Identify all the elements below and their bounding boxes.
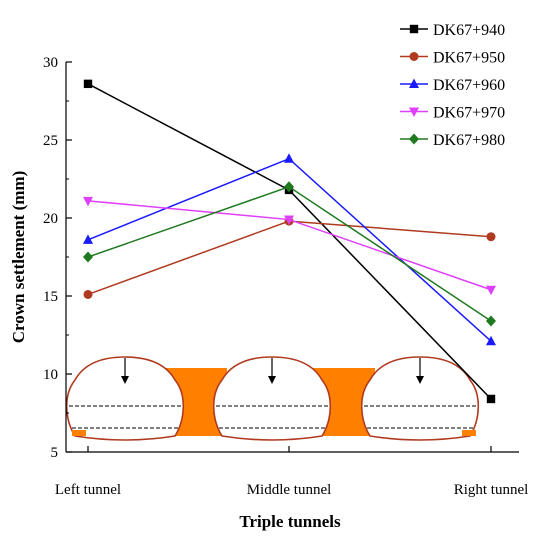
legend: DK67+940 DK67+950 DK67+960 DK67+970 DK67+980 (400, 22, 505, 149)
legend-label: DK67+940 (433, 22, 505, 39)
y-axis-title: Crown settlement (mm) (9, 171, 28, 343)
base-fill (462, 430, 476, 436)
data-point (284, 215, 294, 226)
legend-item: DK67+980 (400, 132, 505, 149)
tunnel-section (360, 356, 480, 441)
legend-label: DK67+980 (433, 132, 505, 149)
data-point (83, 289, 93, 299)
triple-tunnel-illustration (65, 356, 480, 441)
y-tick-label: 20 (43, 211, 58, 227)
legend-item: DK67+960 (400, 77, 505, 94)
legend-label: DK67+960 (433, 77, 505, 94)
down-arrow-icon (416, 376, 424, 384)
y-tick-label: 30 (43, 55, 58, 71)
legend-swatch-marker (409, 52, 419, 61)
series-dk67-950 (83, 216, 496, 299)
series-dk67-980 (83, 181, 496, 327)
x-tick-label: Middle tunnel (247, 482, 332, 498)
tunnel-outline (360, 356, 480, 441)
data-point (284, 153, 294, 163)
y-tick-label: 15 (43, 289, 58, 305)
series-dk67-960 (83, 153, 496, 346)
series-line (87, 83, 492, 400)
base-fill (72, 430, 86, 436)
data-point (83, 79, 93, 89)
data-point (83, 251, 93, 263)
y-tick-label: 10 (43, 367, 58, 383)
series-line (87, 200, 492, 291)
legend-swatch-marker (409, 24, 419, 34)
series-layer (83, 79, 496, 404)
down-arrow-icon (268, 376, 276, 384)
data-point (486, 285, 496, 296)
legend-swatch-marker (409, 107, 419, 117)
data-point (486, 315, 496, 327)
legend-label: DK67+950 (433, 50, 505, 67)
data-point (486, 232, 496, 242)
y-tick-label: 25 (43, 133, 58, 149)
data-point (83, 234, 93, 244)
tunnel-outline (65, 356, 185, 441)
data-point (284, 181, 294, 193)
x-tick-label: Left tunnel (55, 482, 121, 498)
y-tick-label: 5 (51, 445, 59, 461)
series-dk67-940 (83, 79, 496, 404)
tunnel-section (212, 356, 332, 441)
legend-item: DK67+940 (400, 22, 505, 39)
legend-swatch-marker (409, 133, 419, 145)
series-dk67-970 (83, 196, 496, 296)
x-axis-title: Triple tunnels (239, 512, 341, 531)
data-point (83, 196, 93, 207)
data-point (486, 394, 496, 404)
tunnel-section (65, 356, 185, 441)
axes: 5 10 15 20 25 30 Left tunnel Middle tunnel Right… (43, 55, 528, 498)
down-arrow-icon (121, 376, 129, 384)
legend-label: DK67+970 (433, 105, 505, 122)
data-point (486, 335, 496, 346)
legend-item: DK67+950 (400, 50, 505, 67)
x-tick-label: Right tunnel (454, 482, 529, 498)
series-line (87, 220, 492, 296)
legend-swatch-marker (409, 78, 419, 88)
legend-item: DK67+970 (400, 105, 505, 122)
tunnel-outline (212, 356, 332, 441)
